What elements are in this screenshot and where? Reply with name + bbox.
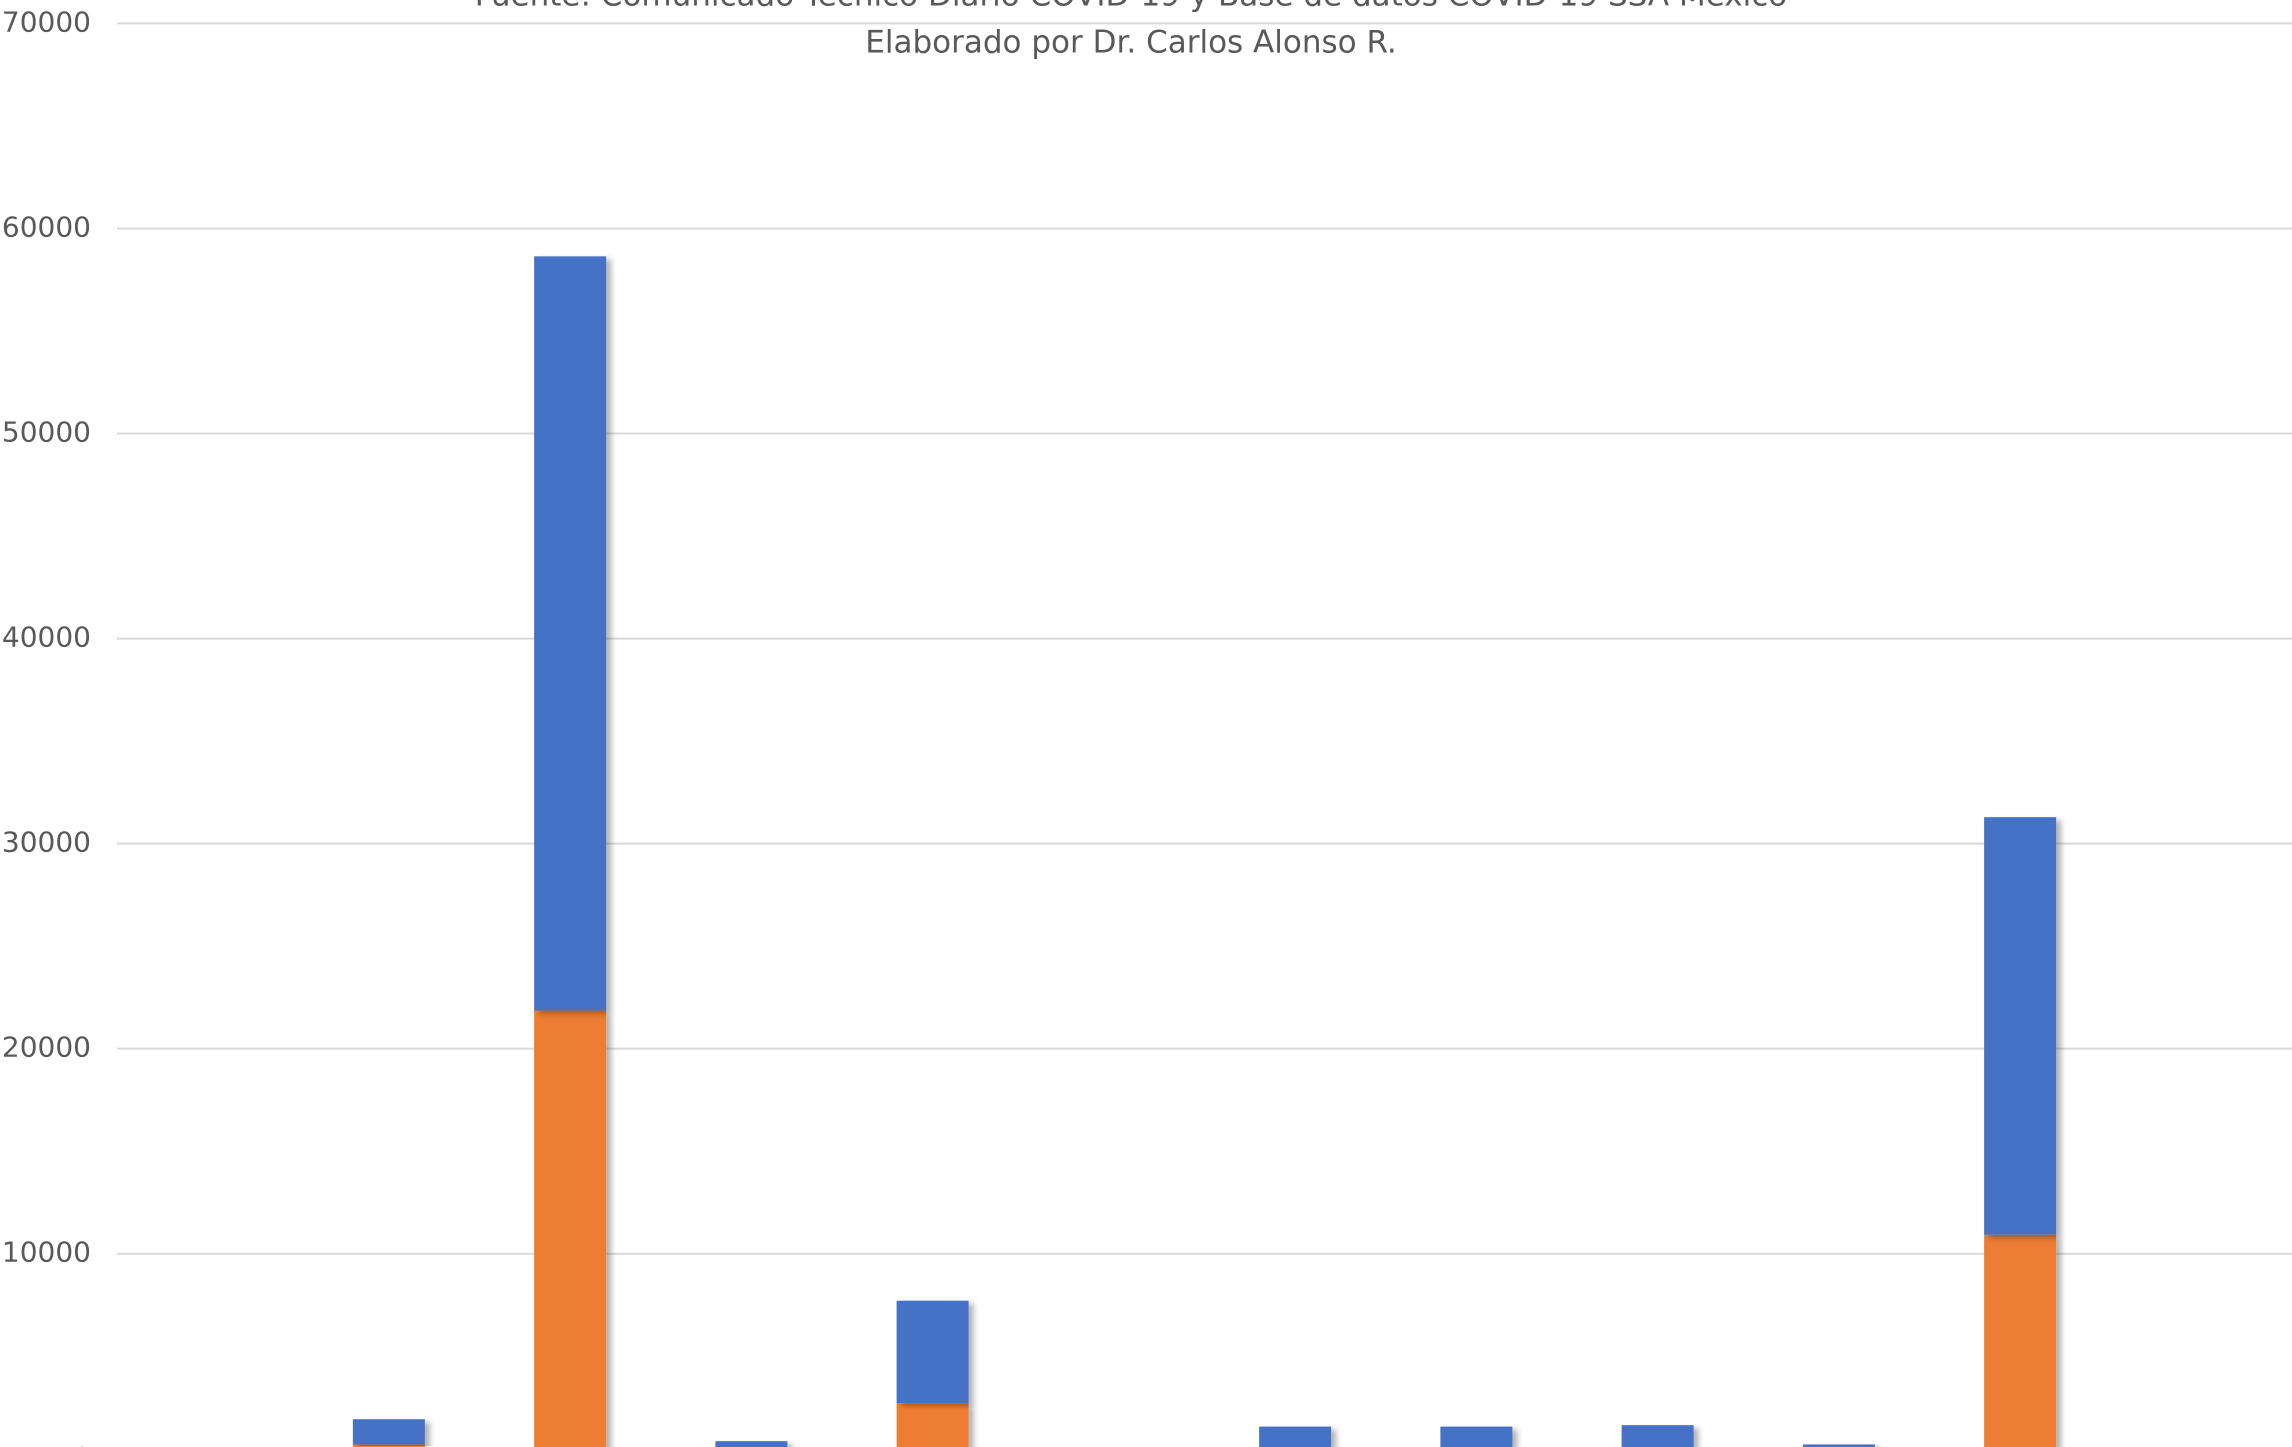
bar-segment <box>534 256 607 1011</box>
y-tick-label: 50000 <box>2 416 91 449</box>
bar-segment <box>1621 1425 1694 1447</box>
bar-segment <box>1984 1234 2057 1447</box>
bar-segment <box>715 1441 788 1447</box>
y-tick-label: 20000 <box>2 1031 91 1064</box>
y-tick-label: 60000 <box>2 210 91 243</box>
bar-segment <box>352 1419 425 1445</box>
chart-subtitle: Fuente: Comunicado Técnico Diario COVID-… <box>475 0 1787 14</box>
chart-subtitle: Elaborado por Dr. Carlos Alonso R. <box>865 25 1396 61</box>
bar-segment <box>1802 1444 1875 1447</box>
bar-segment <box>896 1403 969 1447</box>
bar-segment <box>534 1010 607 1447</box>
y-tick-label: 40000 <box>2 621 91 654</box>
bar-segment <box>1440 1426 1513 1447</box>
bar-segment <box>1984 817 2057 1235</box>
y-tick-label: 0 <box>73 1441 91 1447</box>
bar-segment <box>352 1444 425 1447</box>
bar-segment <box>896 1300 969 1404</box>
y-tick-label: 10000 <box>2 1236 91 1269</box>
y-tick-label: 30000 <box>2 826 91 859</box>
y-tick-label: 70000 <box>2 5 91 38</box>
bar-segment <box>1259 1426 1332 1447</box>
